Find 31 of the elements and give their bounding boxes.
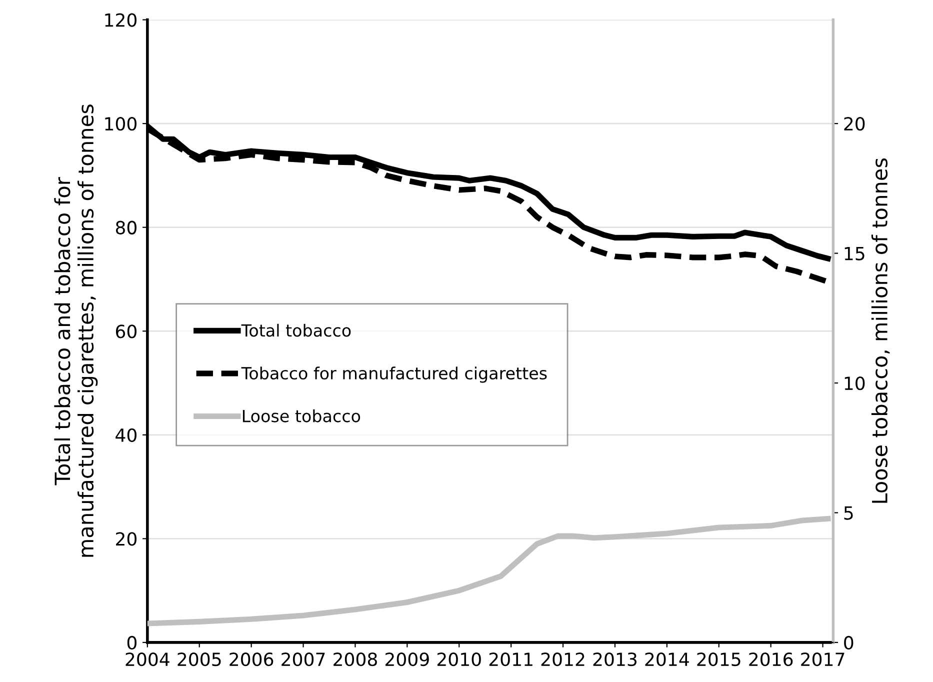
y2-axis-title: Loose tobacco, millions of tonnes bbox=[871, 158, 890, 503]
y-tick-label: 100 bbox=[105, 117, 136, 131]
y-axis-title: Total tobacco and tobacco for manufactured cigarettes, millions of tonnes bbox=[54, 104, 98, 557]
y-tick-label: 120 bbox=[105, 13, 136, 27]
y2-tick-label: 5 bbox=[844, 506, 853, 520]
y-tick-label: 0 bbox=[127, 636, 136, 650]
x-tick-label: 2017 bbox=[801, 652, 844, 666]
x-tick-label: 2004 bbox=[126, 652, 170, 666]
x-tick-label: 2014 bbox=[645, 652, 689, 666]
x-tick-label: 2009 bbox=[386, 652, 429, 666]
y-tick-label: 20 bbox=[116, 532, 136, 546]
x-tick-label: 2010 bbox=[437, 652, 481, 666]
legend-label: Total tobacco bbox=[241, 324, 351, 337]
legend-label: Loose tobacco bbox=[242, 409, 360, 422]
x-tick-label: 2015 bbox=[697, 652, 740, 666]
y-tick-label: 60 bbox=[116, 324, 136, 338]
y2-tick-label: 15 bbox=[844, 246, 864, 260]
y2-tick-label: 10 bbox=[844, 376, 865, 390]
x-tick-label: 2006 bbox=[230, 652, 274, 666]
y2-tick-label: 0 bbox=[844, 636, 854, 650]
x-tick-label: 2012 bbox=[541, 652, 584, 666]
x-tick-label: 2013 bbox=[593, 652, 636, 666]
x-tick-label: 2011 bbox=[489, 652, 532, 666]
y2-tick-label: 20 bbox=[844, 117, 865, 131]
y-tick-label: 80 bbox=[116, 220, 136, 234]
x-tick-label: 2008 bbox=[334, 652, 377, 666]
x-tick-label: 2007 bbox=[282, 652, 325, 666]
x-tick-label: 2005 bbox=[178, 652, 221, 666]
x-tick-label: 2016 bbox=[749, 652, 793, 666]
legend-label: Tobacco for manufactured cigarettes bbox=[241, 366, 547, 383]
y-tick-label: 40 bbox=[116, 428, 136, 442]
